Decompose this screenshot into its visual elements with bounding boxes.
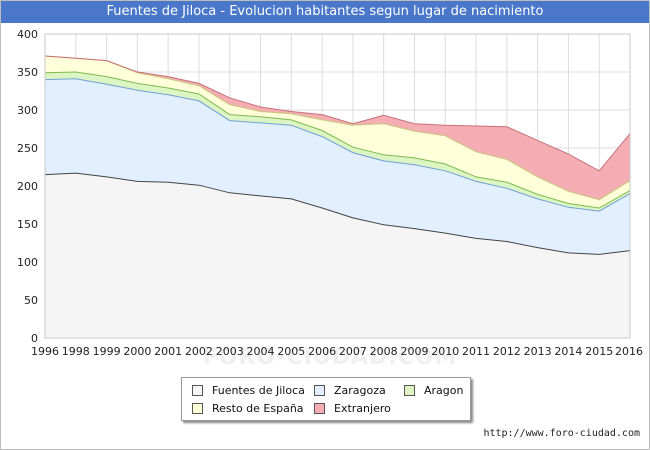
x-tick-label-1996: 1996	[31, 345, 59, 358]
legend-label-extranjero: Extranjero	[334, 401, 391, 415]
x-tick-label-2007: 2007	[339, 345, 367, 358]
x-tick-label-2008: 2008	[370, 345, 398, 358]
x-tick-label-2013: 2013	[524, 345, 552, 358]
x-tick-label-2009: 2009	[400, 345, 428, 358]
axes	[44, 33, 631, 339]
area-resto-de-espa-a	[45, 56, 630, 208]
y-tick-label-250: 250	[17, 142, 38, 155]
x-tick-label-1999: 1999	[93, 345, 121, 358]
stacked-areas	[44, 55, 631, 338]
x-tick-label-2000: 2000	[123, 345, 151, 358]
x-tick-label-2004: 2004	[247, 345, 275, 358]
y-tick-label-150: 150	[17, 218, 38, 231]
legend-swatch-extranjero	[314, 402, 325, 414]
area-zaragoza	[45, 78, 630, 255]
area-extranjero	[45, 56, 630, 200]
chart-title: Fuentes de Jiloca - Evolucion habitantes…	[1, 1, 649, 23]
x-tick-label-2003: 2003	[216, 345, 244, 358]
series-line-zaragoza	[44, 78, 631, 212]
legend-item-zaragoza: Zaragoza	[314, 383, 386, 397]
legend-item-aragon: Aragon	[404, 383, 463, 397]
area-aragon	[45, 72, 630, 212]
series-line-resto-de-espa-a	[44, 55, 631, 201]
legend-swatch-zaragoza	[314, 384, 325, 396]
series-line-extranjero	[44, 55, 631, 172]
x-tick-label-2011: 2011	[462, 345, 490, 358]
y-tick-label-100: 100	[17, 256, 38, 269]
legend-swatch-fuentes	[192, 384, 203, 396]
legend-item-resto: Resto de España	[192, 401, 304, 415]
y-tick-label-350: 350	[17, 66, 38, 79]
y-tick-label-0: 0	[31, 332, 38, 345]
x-tick-label-2010: 2010	[431, 345, 459, 358]
source-url[interactable]: http://www.foro-ciudad.com	[483, 428, 640, 439]
watermark: FORO-CIUDAD.COM	[202, 345, 458, 370]
x-tick-label-2001: 2001	[154, 345, 182, 358]
y-tick-label-300: 300	[17, 104, 38, 117]
x-tick-label-2015: 2015	[585, 345, 613, 358]
series-line-aragon	[44, 71, 631, 209]
y-tick-label-200: 200	[17, 180, 38, 193]
legend-item-extranjero: Extranjero	[314, 401, 391, 415]
legend-label-aragon: Aragon	[424, 383, 464, 397]
area-fuentes-de-jiloca	[45, 173, 630, 338]
plot-border	[44, 33, 631, 339]
y-tick-label-50: 50	[24, 294, 38, 307]
x-tick-label-2002: 2002	[185, 345, 213, 358]
legend-item-fuentes: Fuentes de Jiloca	[192, 383, 305, 397]
x-tick-label-1998: 1998	[62, 345, 90, 358]
x-tick-labels: 1996 1998 1999 2000 2001 2002 2003 2004 2005 2006…	[31, 345, 643, 358]
legend-label-zaragoza: Zaragoza	[334, 383, 386, 397]
y-tick-labels: 0 50 100 150 200 250 300 350 400	[17, 28, 38, 345]
legend-label-fuentes: Fuentes de Jiloca	[212, 383, 305, 397]
series-line-fuentes-de-jiloca	[44, 172, 631, 255]
x-tick-label-2012: 2012	[493, 345, 521, 358]
x-tick-label-2006: 2006	[308, 345, 336, 358]
legend-label-resto: Resto de España	[212, 401, 304, 415]
x-tick-label-2005: 2005	[277, 345, 305, 358]
legend: Fuentes de Jiloca Zaragoza Aragon Resto …	[181, 377, 471, 421]
legend-swatch-aragon	[404, 384, 415, 396]
legend-swatch-resto	[192, 402, 203, 414]
x-tick-label-2016: 2016	[615, 345, 643, 358]
y-tick-label-400: 400	[17, 28, 38, 41]
x-tick-label-2014: 2014	[554, 345, 582, 358]
